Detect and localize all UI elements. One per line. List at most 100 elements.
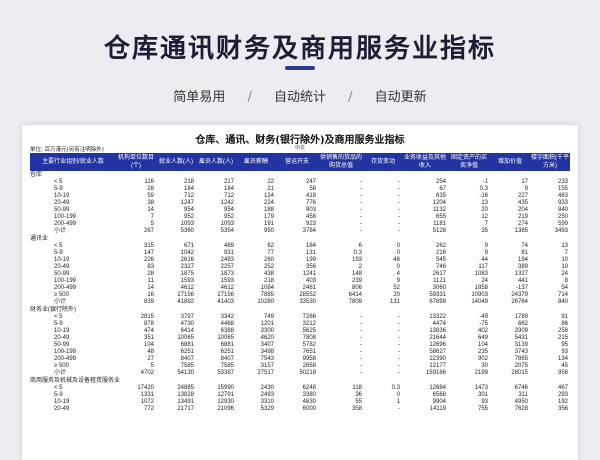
table-cell: 22 — [267, 179, 274, 185]
table-cell: 1473 — [474, 385, 488, 391]
table-cell: 216 — [435, 250, 446, 256]
table-row: 10-19 474 6414 6388 3300 5625 - - 13836 402 3309 25… — [30, 328, 570, 335]
table-cell: 2658 — [302, 363, 316, 369]
table-cell: 218 — [183, 179, 194, 185]
table-cell: 4 — [396, 271, 400, 277]
table-cell: 41892 — [177, 299, 194, 305]
table-cell: 6251 — [180, 349, 194, 355]
table-cell: 7543 — [260, 356, 274, 362]
column-header: 固定资产的买卖净值 — [448, 153, 490, 171]
table-cell: - — [360, 370, 362, 376]
table-cell: - — [398, 221, 400, 227]
table-cell: 9904 — [432, 399, 446, 405]
table-cell: 5128 — [432, 228, 446, 234]
table-cell: - — [360, 214, 362, 220]
table-cell: 193 — [351, 257, 362, 263]
table-cell: - — [398, 363, 400, 369]
table-cell: 7885 — [260, 292, 274, 298]
feature-auto-update: 自动更新 — [374, 90, 427, 105]
table-cell: 749 — [263, 314, 274, 320]
table-cell: 91 — [561, 314, 568, 320]
table-cell: 3498 — [260, 349, 274, 355]
table-cell: 3380 — [302, 392, 316, 398]
row-label: < 5 — [54, 179, 63, 185]
table-cell: 227 — [517, 193, 528, 199]
table-cell: -49 — [479, 314, 488, 320]
table-cell: 5625 — [302, 328, 316, 334]
row-label: 小计 — [54, 228, 67, 234]
table-row: 20-49 83 2327 2257 252 356 2 0 746 117 389 10 — [30, 264, 570, 271]
table-row: 200-499 5 1093 1093 191 923 - - 1181 7 274 599 — [30, 221, 570, 228]
table-row: 5-9 1331 13828 12791 2493 3380 36 0 6568 301 311 29… — [30, 392, 570, 399]
table-cell: 21717 — [177, 406, 194, 412]
table-cell: 0 — [396, 392, 400, 398]
table-cell: - — [398, 193, 400, 199]
table-cell: 7585 — [220, 363, 234, 369]
table-cell: 0 — [396, 250, 400, 256]
table-cell: 1083 — [474, 271, 488, 277]
table-cell: 438 — [263, 271, 274, 277]
table-cell: 2493 — [260, 392, 274, 398]
table-cell: 714 — [557, 292, 568, 298]
table-cell: 48 — [147, 349, 154, 355]
table-cell: 81 — [521, 250, 528, 256]
table-cell: - — [398, 214, 400, 220]
title-accent-bar — [285, 66, 315, 70]
table-cell: 59331 — [429, 292, 446, 298]
table-cell: 4830 — [302, 399, 316, 405]
table-cell: 59 — [147, 193, 154, 199]
table-cell: 3342 — [220, 314, 234, 320]
table-cell: 3212 — [302, 321, 316, 327]
table-cell: 9 — [524, 186, 528, 192]
table-cell: 10 — [561, 257, 568, 263]
table-cell: 8407 — [180, 356, 194, 362]
table-cell: - — [398, 228, 400, 234]
table-cell: 12 — [481, 214, 488, 220]
table-cell: 840 — [557, 299, 568, 305]
table-cell: 2257 — [220, 264, 234, 270]
table-cell: 35 — [481, 228, 488, 234]
table-cell: 41403 — [217, 299, 234, 305]
section-row: 通讯业 — [30, 235, 570, 243]
table-cell: 2815 — [140, 314, 154, 320]
row-label: 200-499 — [54, 356, 77, 362]
indicator-table: 主要行业组别/就业人数 机构单位数目(个) 就业人数(人) 雇员人数(人) 雇员薪酬 营运… — [30, 153, 570, 413]
column-header: 楼宇面积(千平方米) — [530, 153, 570, 171]
table-cell: 6568 — [432, 392, 446, 398]
table-cell: - — [398, 370, 400, 376]
table-row: 100-199 48 6251 6251 3498 7651 - - 58627 235 3743 9… — [30, 349, 570, 356]
hero-title: 仓库通讯财务及商用服务业指标 — [103, 34, 496, 64]
table-header-row: 主要行业组别/就业人数 机构单位数目(个) 就业人数(人) 雇员人数(人) 雇员薪酬 营运… — [30, 153, 570, 171]
table-cell: 1241 — [302, 271, 316, 277]
table-cell: 53387 — [217, 370, 234, 376]
table-row: < 5 17420 24885 15990 2430 6248 118 0.3 12684 147… — [30, 385, 570, 392]
table-cell: 9 — [484, 243, 488, 249]
table-cell: 93 — [481, 399, 488, 405]
table-cell: 435 — [517, 200, 528, 206]
table-cell: 194 — [517, 257, 528, 263]
row-label: 200-499 — [54, 285, 77, 291]
table-cell: 671 — [183, 243, 194, 249]
column-header: 雇员薪酬 — [236, 153, 276, 171]
table-cell: 301 — [477, 392, 488, 398]
table-cell: 13322 — [429, 314, 446, 320]
table-cell: 315 — [143, 243, 154, 249]
table-cell: 389 — [517, 264, 528, 270]
table-cell: 14049 — [471, 299, 488, 305]
table-cell: 1331 — [140, 392, 154, 398]
table-cell: 6388 — [220, 328, 234, 334]
table-cell: 20 — [393, 292, 400, 298]
table-cell: 250 — [557, 214, 568, 220]
table-cell: 7 — [484, 221, 488, 227]
table-cell: 7 — [150, 214, 154, 220]
table-cell: 14 — [147, 207, 154, 213]
table-cell: 131 — [389, 299, 400, 305]
table-cell: 293 — [557, 392, 568, 398]
table-cell: 351 — [143, 335, 154, 341]
table-cell: 1593 — [220, 278, 234, 284]
table-cell: 662 — [517, 321, 528, 327]
row-label: ≥ 500 — [54, 363, 69, 369]
table-row: 20-49 351 10065 10065 4620 7808 - - 21644 649 5431… — [30, 335, 570, 342]
row-label: ≥ 500 — [54, 292, 69, 298]
table-cell: 1247 — [180, 200, 194, 206]
